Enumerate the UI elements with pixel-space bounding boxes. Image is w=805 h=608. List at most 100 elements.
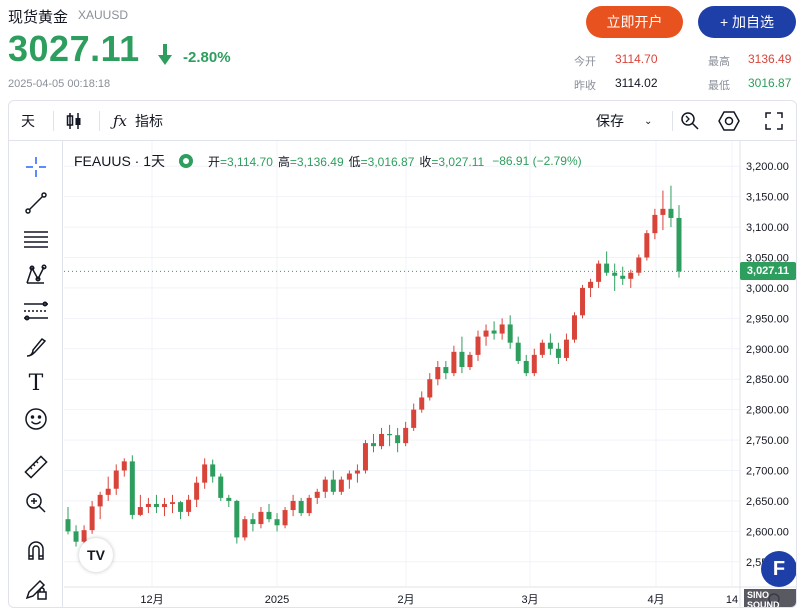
candle-body xyxy=(604,263,610,273)
candle-body xyxy=(105,488,111,495)
quote-datetime: 2025-04-05 00:18:18 xyxy=(8,78,111,90)
candle-body xyxy=(274,519,280,526)
candle-body xyxy=(427,379,433,398)
candle-body xyxy=(121,461,127,471)
indicators-button[interactable]: ƒx 指标 xyxy=(113,101,163,141)
pencil-lock-icon[interactable] xyxy=(22,575,50,603)
magnet-icon[interactable] xyxy=(22,537,50,565)
save-button[interactable]: 保存 ⌄ xyxy=(596,101,652,141)
prev-close-label: 昨收 xyxy=(574,80,596,92)
open-account-button[interactable]: 立即开户 xyxy=(586,6,683,38)
candle-body xyxy=(161,503,167,508)
settings-icon[interactable] xyxy=(718,101,740,141)
candle-body xyxy=(330,479,336,492)
y-tick-label: 2,900.00 xyxy=(746,344,789,356)
candle-body xyxy=(443,367,449,374)
candle-body xyxy=(523,360,529,374)
tradingview-logo[interactable]: TV xyxy=(79,538,113,572)
legend-open-value: 3,114.70 xyxy=(227,154,273,169)
candle-body xyxy=(547,342,553,349)
fullscreen-icon[interactable] xyxy=(765,101,783,141)
candle-body xyxy=(322,479,328,492)
crosshair-icon[interactable] xyxy=(22,153,50,181)
candle-body xyxy=(387,433,393,436)
text-icon[interactable]: T xyxy=(28,370,44,396)
change-percent: -2.80% xyxy=(183,49,231,66)
legend-change: −86.91 (−2.79%) xyxy=(492,154,582,168)
ruler-icon[interactable] xyxy=(22,453,50,481)
candle-body xyxy=(346,473,352,480)
candle-body xyxy=(73,531,79,542)
legend-close-label: 收 xyxy=(419,154,432,169)
candle-body xyxy=(459,351,465,368)
brush-icon[interactable] xyxy=(22,333,50,361)
y-tick-label: 2,700.00 xyxy=(746,466,789,478)
candle-body xyxy=(515,342,521,361)
open-label: 今开 xyxy=(574,56,596,68)
y-tick-label: 2,800.00 xyxy=(746,405,789,417)
candle-body xyxy=(668,208,674,218)
zoom-in-icon[interactable] xyxy=(22,489,50,517)
candle-body xyxy=(499,324,505,334)
candle-body xyxy=(338,479,344,492)
interval-selector[interactable]: 天 xyxy=(21,113,35,129)
candle-body xyxy=(563,339,569,358)
legend-symbol: FEAUUS · 1天 xyxy=(74,153,166,169)
candle-body xyxy=(170,502,176,504)
y-tick-label: 3,000.00 xyxy=(746,283,789,295)
candle-body xyxy=(226,497,232,501)
candle-type-icon[interactable] xyxy=(65,101,83,141)
instrument-title: 现货黄金 xyxy=(8,9,69,26)
quote-header: 现货黄金 XAUUSD 3027.11 -2.80% 2025-04-05 00… xyxy=(0,0,805,100)
pattern-icon[interactable] xyxy=(22,261,50,289)
high-value: 3136.49 xyxy=(748,52,792,66)
candlestick-chart[interactable]: 3,200.00 3,150.00 3,100.00 3,050.00 3,000.00… xyxy=(64,141,797,608)
emoji-icon[interactable] xyxy=(22,405,50,433)
candle-body xyxy=(620,275,626,279)
candle-body xyxy=(555,348,561,358)
fib-icon[interactable] xyxy=(22,297,50,325)
chart-widget: 天 ƒx 指标 保存 ⌄ xyxy=(8,100,797,608)
add-watchlist-button[interactable]: + 加自选 xyxy=(698,6,796,38)
chart-plot-area[interactable]: 3,200.00 3,150.00 3,100.00 3,050.00 3,000.00… xyxy=(64,141,797,608)
candle-body xyxy=(354,470,360,474)
legend-high-label: 高 xyxy=(277,154,290,169)
candle-body xyxy=(531,354,537,374)
x-tick-label: 2025 xyxy=(265,594,289,606)
toolbar-divider xyxy=(672,111,673,131)
quick-search-icon[interactable] xyxy=(680,101,700,141)
legend-low-value: 3,016.87 xyxy=(367,154,415,169)
y-tick-label: 2,650.00 xyxy=(746,496,789,508)
candle-body xyxy=(282,510,288,526)
candle-body xyxy=(137,507,143,515)
candle-body xyxy=(371,443,376,447)
y-tick-label: 2,750.00 xyxy=(746,435,789,447)
y-tick-label: 3,200.00 xyxy=(746,161,789,173)
candle-body xyxy=(145,503,151,508)
candle-body xyxy=(266,511,272,520)
candle-body xyxy=(652,214,658,234)
x-tick-label: 4月 xyxy=(647,594,664,606)
trendline-icon[interactable] xyxy=(22,189,50,217)
y-tick-label: 3,050.00 xyxy=(746,253,789,265)
visibility-eye-icon[interactable] xyxy=(179,154,194,168)
candle-body xyxy=(290,500,296,511)
last-price-tag: 3,027.11 xyxy=(740,262,796,281)
x-tick-label: 12月 xyxy=(140,594,163,606)
candle-body xyxy=(362,443,368,471)
candle-body xyxy=(81,530,87,542)
chevron-down-icon: ⌄ xyxy=(644,115,653,127)
candle-body xyxy=(588,281,594,288)
candle-body xyxy=(258,511,264,525)
candle-body xyxy=(628,272,634,279)
candle-body xyxy=(451,351,457,374)
candle-body xyxy=(419,397,425,410)
toolbar-divider xyxy=(99,111,100,131)
open-value: 3114.70 xyxy=(615,52,658,66)
candle-body xyxy=(298,500,304,514)
horizontal-lines-icon[interactable] xyxy=(22,225,50,253)
candle-body xyxy=(210,464,216,477)
down-arrow-icon xyxy=(158,44,172,65)
candle-body xyxy=(178,502,184,512)
legend-open-label: 开 xyxy=(208,154,221,169)
